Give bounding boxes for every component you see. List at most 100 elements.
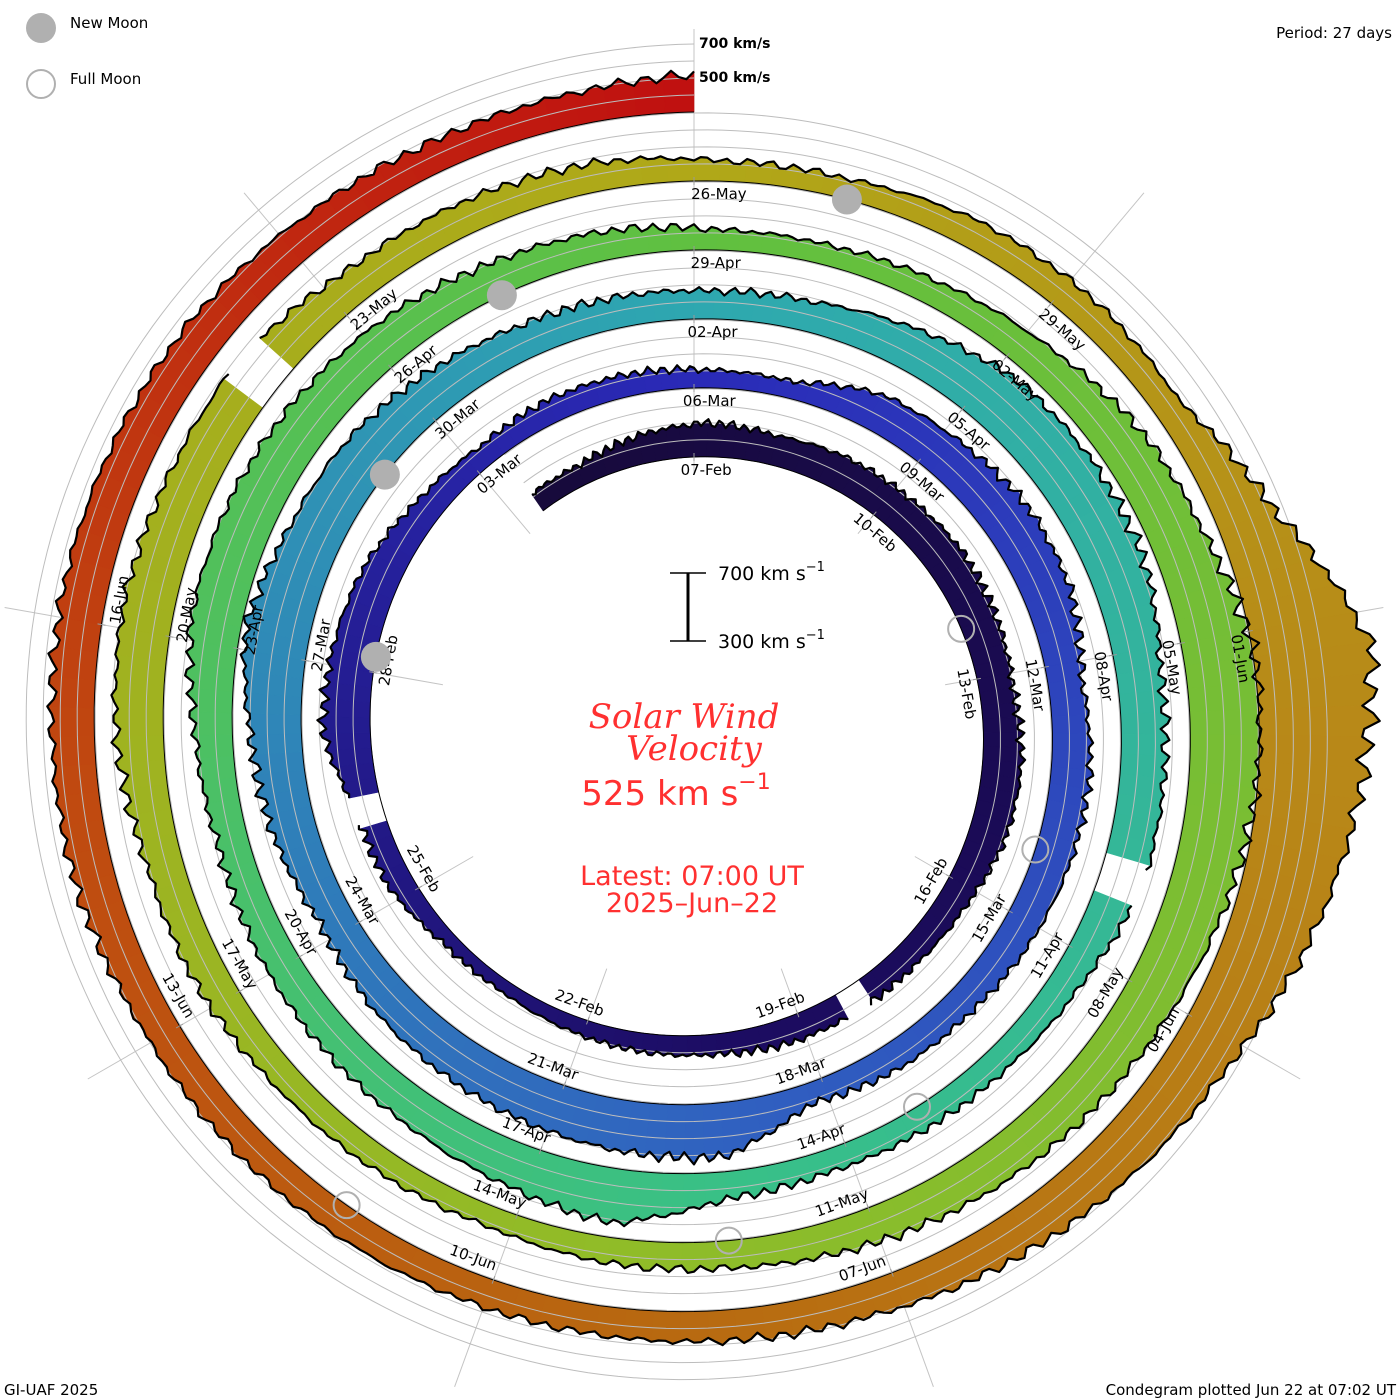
date-tick [586, 1016, 590, 1025]
title-line1: Solar Wind [589, 697, 780, 737]
date-tick [515, 1211, 519, 1220]
new-moon-marker [831, 184, 862, 215]
new-moon-marker [369, 459, 400, 490]
date-tick [1040, 665, 1049, 669]
date-label: 29-Apr [691, 254, 742, 272]
date-tick [388, 364, 394, 372]
date-tick [1048, 299, 1055, 307]
latest-time: Latest: 07:00 UT [580, 861, 804, 892]
velocity-bar [1189, 708, 1263, 736]
moon-markers [332, 184, 1050, 1255]
date-tick [538, 1146, 543, 1155]
velocity-gridline-700 [25, 43, 1328, 1381]
date-tick [235, 989, 244, 994]
velocity-bar [670, 223, 695, 252]
velocity-bar [679, 1310, 709, 1344]
scale-bottom-label: 300 km s−1 [718, 628, 825, 653]
date-tick [972, 677, 981, 681]
date-tick [959, 405, 966, 413]
velocity-bar [729, 1029, 748, 1058]
full-moon-marker [714, 1226, 743, 1255]
velocity-bar [1189, 734, 1263, 763]
velocity-bar [594, 1305, 627, 1339]
date-tick [369, 671, 378, 674]
velocity-bar [48, 646, 99, 681]
date-spoke [857, 192, 1145, 534]
full-moon-marker [902, 1092, 931, 1121]
new-moon-legend-label: New Moon [70, 14, 148, 32]
date-tick [355, 920, 363, 925]
velocity-bar [246, 713, 302, 735]
date-tick [343, 311, 350, 319]
velocity-bar [667, 157, 695, 183]
date-tick [866, 1204, 871, 1212]
velocity-bar [659, 1172, 685, 1218]
axis-label-500: 500 km/s [699, 70, 770, 86]
velocity-bar [111, 681, 165, 711]
date-tick [1005, 908, 1013, 914]
footer-credit: GI-UAF 2025 [4, 1381, 98, 1399]
date-tick [432, 417, 439, 425]
velocity-bar [613, 155, 644, 189]
full-moon-legend-label: Full Moon [70, 70, 141, 88]
velocity-bar [652, 289, 676, 323]
date-tick [562, 1081, 567, 1090]
date-tick [491, 1276, 496, 1284]
current-velocity: 525 km s−1 [581, 770, 770, 814]
velocity-bar [656, 1241, 683, 1273]
date-label: 26-May [691, 185, 747, 203]
velocity-bar [46, 676, 96, 709]
date-tick [233, 647, 242, 650]
velocity-bar [1051, 714, 1091, 734]
date-label: 07-Feb [681, 461, 732, 479]
date-tick [295, 954, 303, 960]
date-tick [842, 1139, 847, 1148]
velocity-bar [983, 732, 1026, 749]
velocity-outline-group [46, 69, 1381, 1347]
date-tick [476, 470, 483, 478]
velocity-bar [49, 735, 97, 767]
baseline-spiral [93, 111, 1260, 1313]
date-tick [1244, 629, 1253, 633]
date-tick [870, 511, 877, 519]
date-spoke [780, 968, 934, 1387]
velocity-bar [650, 1310, 681, 1345]
title-line2: Velocity [626, 729, 762, 769]
velocity-bar [113, 708, 164, 737]
velocity-gridline-500 [59, 77, 1294, 1347]
date-tick [1184, 1012, 1193, 1017]
date-tick [890, 1268, 894, 1277]
date-tick [795, 1009, 800, 1018]
new-moon-legend-icon [26, 13, 56, 43]
date-tick [1176, 641, 1185, 645]
date-tick [301, 659, 310, 662]
velocity-bar [670, 1035, 688, 1058]
date-tick [165, 635, 174, 638]
date-tick [175, 1023, 184, 1029]
date-label: 06-Mar [683, 392, 737, 410]
latest-date: 2025–Jun–22 [606, 888, 778, 919]
date-tick [1108, 653, 1117, 657]
velocity-bar [673, 289, 695, 321]
velocity-bar [640, 155, 669, 185]
date-tick [1065, 943, 1073, 948]
new-moon-marker [360, 641, 391, 672]
period-label: Period: 27 days [1276, 24, 1392, 42]
velocity-bar [51, 763, 100, 797]
date-label: 02-Apr [687, 323, 738, 341]
date-tick [414, 885, 423, 891]
footer-plotted: Condegram plotted Jun 22 at 07:02 UT [1106, 1381, 1397, 1399]
date-tick [97, 623, 106, 626]
date-tick [915, 458, 922, 466]
velocity-bar [1049, 696, 1090, 717]
velocity-outline [46, 69, 1381, 1347]
velocity-gridline-400 [76, 94, 1277, 1330]
scale-bar [670, 572, 706, 642]
full-moon-marker [947, 614, 976, 643]
new-moon-marker [486, 280, 517, 311]
velocity-bar [981, 702, 1021, 720]
date-tick [1125, 977, 1133, 983]
scale-top-label: 700 km s−1 [718, 560, 825, 585]
date-tick [945, 874, 954, 879]
